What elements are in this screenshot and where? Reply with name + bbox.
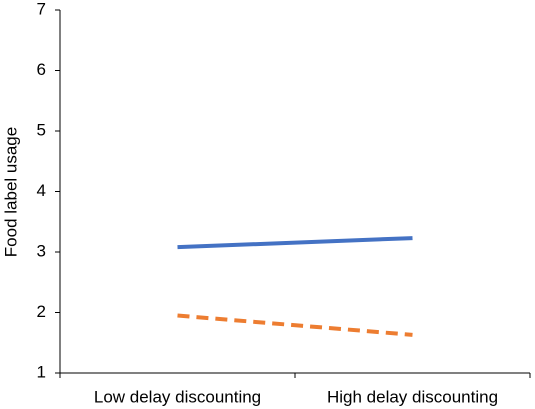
y-axis-label: Food label usage <box>1 127 20 257</box>
y-tick-label: 1 <box>37 362 46 381</box>
x-tick-label: High delay discounting <box>327 387 498 406</box>
x-tick-label: Low delay discounting <box>94 387 261 406</box>
y-tick-label: 3 <box>37 241 46 260</box>
y-tick-label: 7 <box>37 0 46 18</box>
y-tick-label: 6 <box>37 60 46 79</box>
y-tick-label: 5 <box>37 120 46 139</box>
series-line <box>177 236 413 250</box>
y-tick-label: 2 <box>37 302 46 321</box>
y-tick-label: 4 <box>37 181 46 200</box>
series-line <box>177 313 413 337</box>
